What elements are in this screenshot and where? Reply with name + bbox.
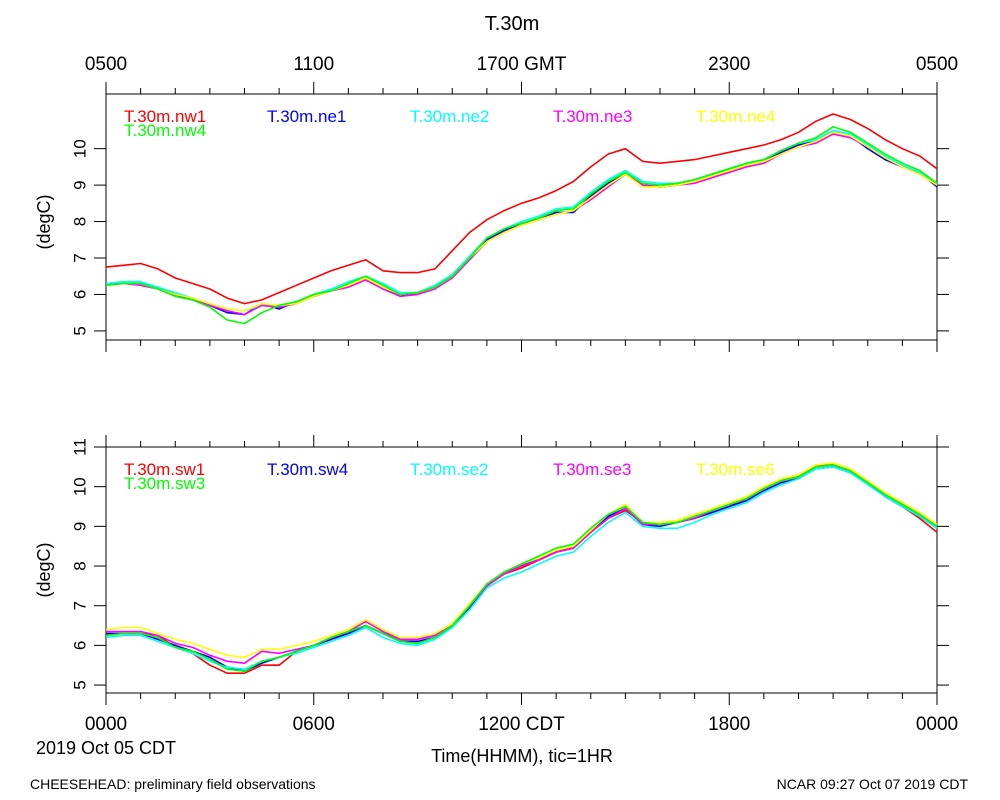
- top-legend-T-30m-ne3: T.30m.ne3: [553, 107, 632, 126]
- bottom-panel-series: [105, 462, 938, 675]
- bottom-legend-T-30m-sw3: T.30m.sw3: [124, 474, 205, 493]
- top-series-T-30m-nw1: [105, 113, 938, 305]
- top-legend-T-30m-ne4: T.30m.ne4: [696, 107, 775, 126]
- top-legend-T-30m-nw4: T.30m.nw4: [124, 121, 206, 140]
- bottom-legend-T-30m-se6: T.30m.se6: [696, 460, 774, 479]
- bottom-legend-T-30m-sw4: T.30m.sw4: [267, 460, 348, 479]
- bottom-xtick-label: 0600: [293, 714, 335, 735]
- bottom-series-T-30m-se2: [105, 465, 938, 671]
- bottom-ytick-label: 6: [71, 641, 90, 650]
- top-panel-series: [105, 113, 938, 325]
- top-ytick-label: 8: [71, 217, 90, 226]
- top-series-T-30m-ne2: [105, 129, 938, 312]
- top-series-T-30m-ne3: [105, 133, 938, 316]
- bottom-legend-T-30m-se3: T.30m.se3: [553, 460, 631, 479]
- top-xtick-label: 0500: [916, 54, 958, 75]
- footer-left: CHEESEHEAD: preliminary field observatio…: [30, 776, 316, 792]
- top-ytick-label: 6: [71, 290, 90, 299]
- bottom-ytick-label: 8: [71, 561, 90, 570]
- date-label: 2019 Oct 05 CDT: [36, 738, 176, 758]
- bottom-ytick-label: 9: [71, 522, 90, 531]
- bottom-series-T-30m-sw1: [106, 464, 938, 675]
- bottom-xtick-label: 0000: [916, 714, 958, 735]
- top-legend-T-30m-ne1: T.30m.ne1: [267, 107, 346, 126]
- top-panel-ylabel: (degC): [34, 194, 54, 249]
- bottom-ytick-label: 7: [71, 601, 90, 610]
- top-xtick-label: 2300: [708, 54, 750, 75]
- top-ytick-label: 7: [71, 253, 90, 262]
- top-xtick-label: 0500: [85, 54, 127, 75]
- top-panel-frame: [105, 93, 938, 341]
- top-xtick-label: 1700 GMT: [477, 54, 567, 75]
- top-series-T-30m-ne4: [105, 131, 938, 312]
- bottom-legend-T-30m-sw1: T.30m.sw1: [124, 460, 205, 479]
- top-ytick-label: 9: [71, 180, 90, 189]
- figure-title: T.30m: [485, 13, 539, 35]
- top-legend-T-30m-ne2: T.30m.ne2: [410, 107, 489, 126]
- bottom-panel-ylabel: (degC): [34, 542, 54, 597]
- top-ytick-label: 5: [71, 326, 90, 335]
- bottom-series-T-30m-sw3: [105, 464, 938, 673]
- bottom-xtick-label: 1200 CDT: [478, 714, 565, 735]
- bottom-series-T-30m-se6: [105, 462, 938, 659]
- x-axis-label: Time(HHMM), tic=1HR: [431, 746, 613, 766]
- top-panel-axes: 5 6 7 8 9 10 0500 1100 1700 GMT 2300 0500: [71, 54, 958, 352]
- bottom-ytick-label: 11: [71, 438, 90, 456]
- top-series-T-30m-nw4: [105, 126, 938, 325]
- top-panel-legend: T.30m.nw1 T.30m.ne1 T.30m.ne2 T.30m.ne3 T.30…: [124, 107, 775, 140]
- top-ytick-label: 10: [71, 139, 90, 158]
- bottom-panel-legend: T.30m.sw1 T.30m.sw4 T.30m.se2 T.30m.se3 T.30…: [124, 460, 774, 493]
- footer-right: NCAR 09:27 Oct 07 2019 CDT: [777, 776, 969, 792]
- bottom-xtick-label: 1800: [708, 714, 750, 735]
- bottom-ytick-label: 10: [71, 477, 90, 496]
- bottom-panel-axes: 5 6 7 8 9 10 11 0000 0600 1200 CDT 1800 0000: [71, 435, 958, 735]
- bottom-xtick-label: 0000: [85, 714, 127, 735]
- bottom-series-T-30m-sw4: [106, 465, 938, 673]
- top-legend-T-30m-nw1: T.30m.nw1: [124, 107, 206, 126]
- top-xtick-label: 1100: [293, 54, 334, 75]
- bottom-legend-T-30m-se2: T.30m.se2: [410, 460, 488, 479]
- bottom-ytick-label: 5: [71, 680, 90, 689]
